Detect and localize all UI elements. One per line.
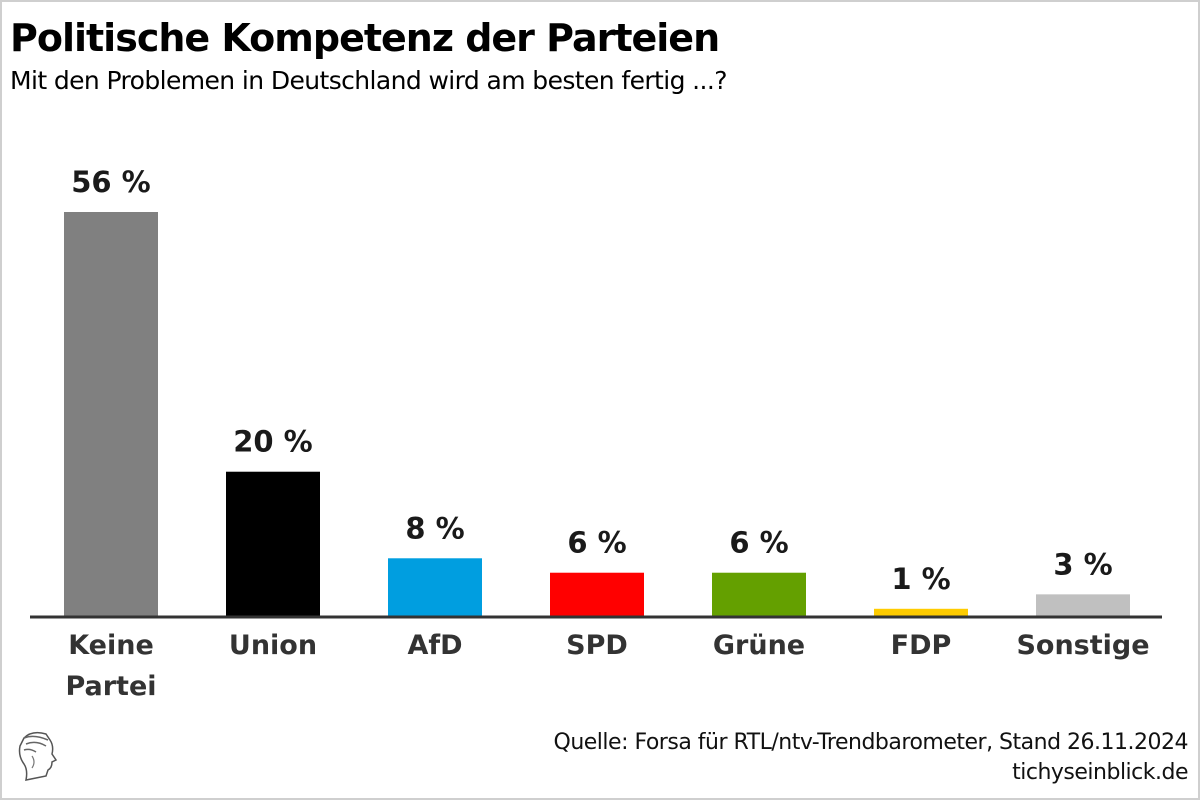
category-label-0-0: Keine [68,630,154,661]
value-label-2: 8 % [405,511,464,545]
value-label-0: 56 % [71,165,151,199]
category-label-2: AfD [407,630,462,661]
bar-0 [64,212,158,616]
category-label-1: Union [229,630,317,661]
bar-4 [712,572,806,616]
category-label-3: SPD [566,630,628,661]
bar-3 [550,572,644,616]
chart-title: Politische Kompetenz der Parteien [10,16,720,60]
value-label-3: 6 % [567,526,626,560]
bars-group: 56 % Keine Partei 20 % Union 8 % AfD 6 % SPD 6 % G… [64,165,1150,702]
category-label-0-1: Partei [65,671,156,702]
site-credit: tichyseinblick.de [1012,760,1188,785]
source-note: Quelle: Forsa für RTL/ntv-Trendbarometer… [553,730,1189,755]
bar-6 [1036,594,1130,616]
chart-subtitle: Mit den Problemen in Deutschland wird am… [10,66,728,95]
hermes-head-logo-icon [18,731,58,781]
value-label-4: 6 % [729,526,788,560]
value-label-5: 1 % [891,562,950,596]
category-label-6: Sonstige [1016,630,1149,661]
bar-1 [226,471,320,616]
bar-5 [874,608,968,616]
value-label-6: 3 % [1053,547,1112,581]
category-label-4: Grüne [713,630,805,661]
category-label-5: FDP [891,630,952,661]
value-label-1: 20 % [233,425,313,459]
bar-2 [388,558,482,616]
